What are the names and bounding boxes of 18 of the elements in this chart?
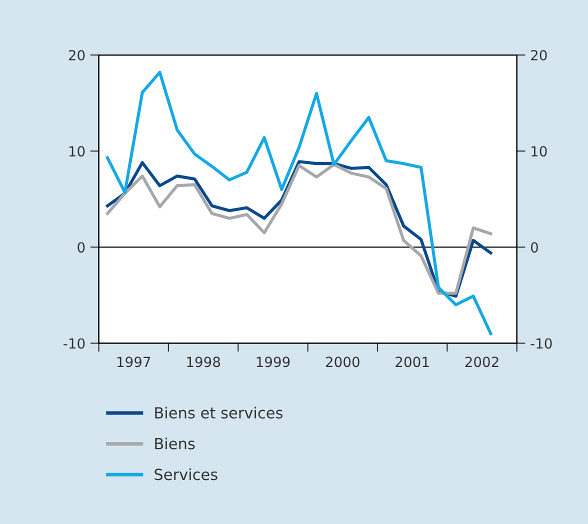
x-tick-label: 1998 — [187, 356, 220, 368]
y2-tick-label: 20 — [531, 50, 547, 60]
x-tick-label: 1997 — [117, 356, 150, 368]
y2-tick-label: 0 — [530, 242, 538, 253]
y-tick-label: 10 — [69, 146, 85, 157]
y2-tick-label: -10 — [530, 338, 552, 349]
x-tick-label: 2002 — [465, 356, 498, 368]
y-tick-label: 0 — [78, 242, 85, 253]
x-tick-label: 1999 — [256, 356, 290, 368]
line-series — [106, 70, 492, 336]
x-tick-label: 2000 — [326, 356, 360, 368]
y2-tick-label: 10 — [532, 146, 547, 157]
legend-label: Services — [154, 468, 218, 480]
y-tick-label: 20 — [68, 50, 85, 60]
y-tick-label: -10 — [64, 338, 85, 349]
x-tick-label: 2001 — [396, 356, 429, 368]
legend-label: Biens — [155, 438, 195, 450]
legend-label: Biens et services — [155, 406, 282, 419]
